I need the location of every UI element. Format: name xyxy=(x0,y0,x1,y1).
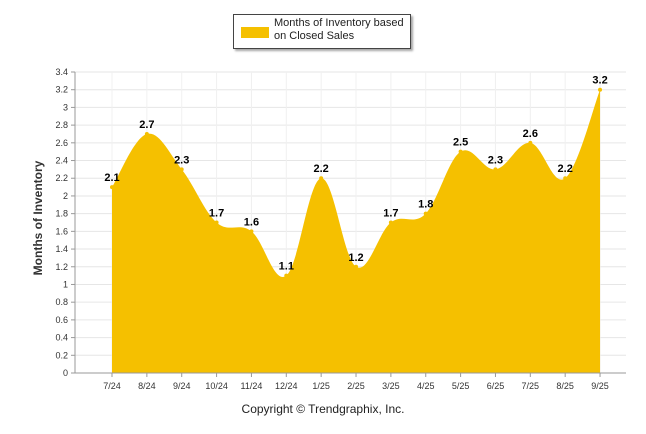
y-tick-label: 0.2 xyxy=(55,350,68,360)
area-series xyxy=(110,87,603,374)
data-label: 1.6 xyxy=(244,216,259,228)
data-label: 1.7 xyxy=(383,208,398,220)
chart-legend: Months of Inventory based on Closed Sale… xyxy=(233,14,411,49)
y-tick-label: 1.8 xyxy=(55,209,68,219)
data-point xyxy=(458,149,463,154)
y-tick-label: 2.4 xyxy=(55,156,68,166)
x-tick-label: 11/24 xyxy=(241,381,263,391)
copyright-text: Copyright © Trendgraphix, Inc. xyxy=(241,402,405,416)
data-point xyxy=(249,229,254,234)
legend-label: Months of Inventory based on Closed Sale… xyxy=(274,17,404,42)
data-point xyxy=(598,87,603,92)
x-tick-label: 7/24 xyxy=(103,381,121,391)
x-tick-label: 7/25 xyxy=(522,381,540,391)
y-tick-label: 1 xyxy=(63,279,68,289)
area-fill xyxy=(112,89,601,374)
data-point xyxy=(214,220,219,225)
data-point xyxy=(563,176,568,181)
data-point xyxy=(528,140,533,145)
data-point xyxy=(493,167,498,172)
x-tick-label: 9/24 xyxy=(173,381,191,391)
y-axis-ticks: 0 0.2 0.4 0.6 0.8 1 1.2 1.4 1.6 1.8 2 2.2 2.4 2.6 2.8 3… xyxy=(55,67,68,378)
y-tick-label: 1.4 xyxy=(55,244,68,254)
x-tick-label: 3/25 xyxy=(382,381,400,391)
data-point xyxy=(179,167,184,172)
data-label: 2.5 xyxy=(453,137,468,149)
y-tick-label: 3.2 xyxy=(55,85,68,95)
x-tick-label: 5/25 xyxy=(452,381,470,391)
data-point xyxy=(354,264,359,269)
y-tick-label: 2 xyxy=(63,191,68,201)
y-tick-label: 1.6 xyxy=(55,226,68,236)
y-tick-label: 3 xyxy=(63,102,68,112)
y-tick-label: 0 xyxy=(63,368,68,378)
y-tick-label: 0.4 xyxy=(55,333,68,343)
data-label: 2.6 xyxy=(523,128,538,140)
data-label: 2.7 xyxy=(139,119,154,131)
data-label: 1.1 xyxy=(279,261,294,273)
x-tick-label: 10/24 xyxy=(205,381,228,391)
data-label: 2.2 xyxy=(314,163,329,175)
data-label: 1.7 xyxy=(209,208,224,220)
y-tick-label: 0.8 xyxy=(55,297,68,307)
x-tick-label: 8/25 xyxy=(556,381,574,391)
data-point xyxy=(319,176,324,181)
data-label: 1.8 xyxy=(418,199,433,211)
y-tick-label: 2.2 xyxy=(55,173,68,183)
data-point xyxy=(423,211,428,216)
x-tick-label: 9/25 xyxy=(591,381,609,391)
x-tick-label: 8/24 xyxy=(138,381,156,391)
data-labels: 2.1 2.7 2.3 1.7 1.6 1.1 2.2 1.2 1.7 1.8 2.5 2.3 2.6 2… xyxy=(104,75,607,273)
x-tick-label: 4/25 xyxy=(417,381,435,391)
y-axis-label: Months of Inventory xyxy=(31,160,45,275)
data-label: 2.1 xyxy=(104,172,119,184)
data-point xyxy=(110,185,114,190)
x-tick-label: 1/25 xyxy=(312,381,330,391)
x-tick-label: 12/24 xyxy=(275,381,298,391)
y-tick-label: 2.6 xyxy=(55,138,68,148)
data-point xyxy=(284,273,289,278)
axes xyxy=(71,71,626,377)
data-label: 2.3 xyxy=(174,154,189,166)
y-tick-label: 2.8 xyxy=(55,120,68,130)
y-tick-label: 0.6 xyxy=(55,315,68,325)
y-tick-label: 3.4 xyxy=(55,67,68,77)
x-tick-label: 6/25 xyxy=(487,381,505,391)
data-label: 2.3 xyxy=(488,154,503,166)
data-label: 3.2 xyxy=(592,75,607,87)
data-label: 2.2 xyxy=(558,163,573,175)
x-tick-label: 2/25 xyxy=(347,381,365,391)
data-point xyxy=(388,220,393,225)
x-axis-ticks: 7/24 8/24 9/24 10/24 11/24 12/24 1/25 2/25 3/25 4… xyxy=(103,381,609,391)
y-tick-label: 1.2 xyxy=(55,262,68,272)
data-point xyxy=(144,131,149,136)
legend-swatch xyxy=(241,27,269,38)
data-label: 1.2 xyxy=(348,252,363,264)
